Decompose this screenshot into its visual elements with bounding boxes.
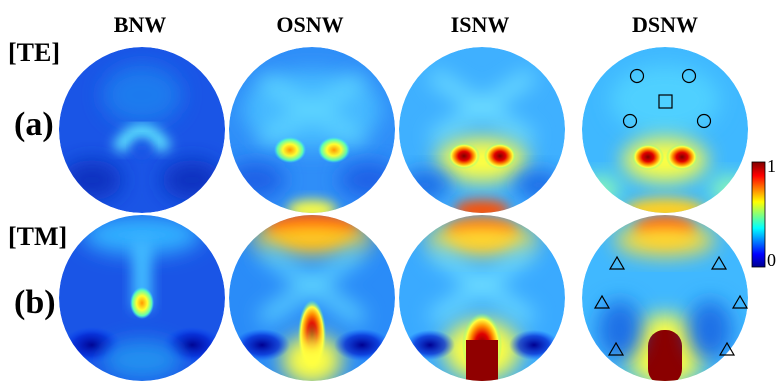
marker-triangle <box>593 294 611 309</box>
row-label-te: [TE] <box>8 38 60 67</box>
colorbar-min-label: 0 <box>767 250 776 270</box>
marker-triangle <box>607 341 625 356</box>
marker-circle <box>696 113 712 129</box>
map-tm-osnw <box>229 215 395 381</box>
map-te-osnw <box>229 47 395 213</box>
column-title-bnw: BNW <box>113 12 167 37</box>
panel-label-a: (a) <box>14 106 54 143</box>
marker-triangle <box>731 294 749 309</box>
marker-circle <box>681 68 697 84</box>
marker-triangle <box>608 255 626 270</box>
column-title-isnw: ISNW <box>450 12 510 37</box>
map-tm-bnw <box>59 215 225 381</box>
te-dsnw-markers <box>622 68 712 129</box>
row-label-tm: [TM] <box>8 222 68 251</box>
map-te-dsnw <box>582 47 748 213</box>
panel-label-b: (b) <box>14 284 56 321</box>
marker-square <box>658 94 673 109</box>
column-title-dsnw: DSNW <box>631 12 699 37</box>
marker-circle <box>622 113 638 129</box>
map-te-isnw <box>399 47 565 213</box>
map-tm-dsnw <box>582 215 748 381</box>
tm-dsnw-markers <box>593 255 749 356</box>
colorbar-max-label: 1 <box>767 156 776 176</box>
colorbar <box>751 161 766 268</box>
map-te-bnw <box>59 47 225 213</box>
column-title-osnw: OSNW <box>276 12 344 37</box>
marker-triangle <box>710 255 728 270</box>
marker-triangle <box>718 341 736 356</box>
marker-circle <box>629 68 645 84</box>
map-tm-isnw <box>399 215 565 381</box>
